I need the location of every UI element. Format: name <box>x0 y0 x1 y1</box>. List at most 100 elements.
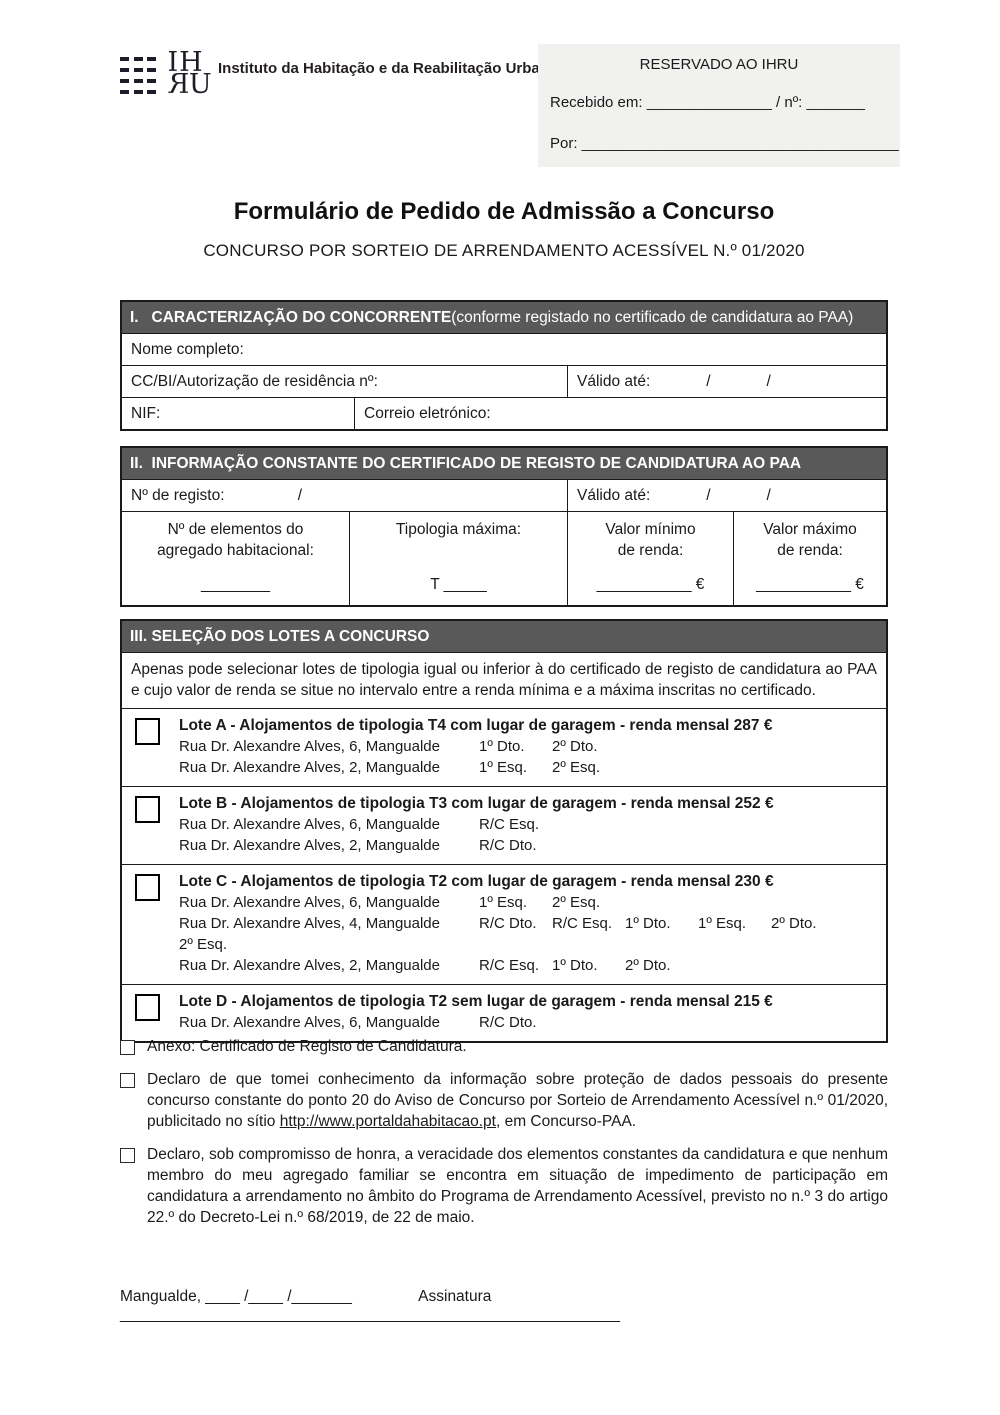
section3-intro: Apenas pode selecionar lotes de tipologi… <box>122 652 886 708</box>
agregado-col: Nº de elementos do agregado habitacional:… <box>122 512 349 605</box>
logo-dash-grid-icon <box>120 57 161 101</box>
logo-letters: IH RU <box>167 47 213 100</box>
page-title: Formulário de Pedido de Admissão a Concu… <box>233 198 775 225</box>
unit-label: 2º Dto. <box>625 957 671 974</box>
valor-maximo-blank: ___________ € <box>756 576 864 593</box>
street-address: Rua Dr. Alexandre Alves, 2, Mangualde <box>179 837 440 854</box>
agregado-blank: ________ <box>201 576 270 593</box>
email-label: Correio eletrónico: <box>364 404 491 422</box>
lote-b-title: Lote B - Alojamentos de tipologia T3 com… <box>179 795 774 812</box>
privacy-text: Declaro de que tomei conhecimento da inf… <box>147 1069 888 1132</box>
org-name: Instituto da Habitação e da Reabilitação… <box>218 60 558 77</box>
unit-label: R/C Dto. <box>479 1014 537 1031</box>
cc-bi-label: CC/BI/Autorização de residência nº: <box>131 372 378 390</box>
unit-label: 2º Esq. <box>552 894 601 911</box>
section1-table: I. CARACTERIZAÇÃO DO CONCORRENTE (confor… <box>120 300 888 431</box>
section1-header: I. CARACTERIZAÇÃO DO CONCORRENTE (confor… <box>122 302 886 333</box>
unit-label: 1º Dto. <box>552 957 598 974</box>
address-line: Rua Dr. Alexandre Alves, 2, Mangualde R/C… <box>179 955 878 976</box>
valor-maximo-label-line2: de renda: <box>777 542 843 559</box>
valido-ate-field-s2: Válido até: / / <box>567 480 886 511</box>
street-address: Rua Dr. Alexandre Alves, 2, Mangualde <box>179 957 440 974</box>
logo-letters-top: IH <box>167 47 204 78</box>
street-address: Rua Dr. Alexandre Alves, 6, Mangualde <box>179 738 440 755</box>
address-line: Rua Dr. Alexandre Alves, 6, Mangualde R/C… <box>179 1012 773 1033</box>
unit-label: 2º Dto. <box>552 738 598 755</box>
privacy-text-before: Declaro de que tomei conhecimento da inf… <box>147 1071 888 1130</box>
address-line: Rua Dr. Alexandre Alves, 6, Mangualde 1º … <box>179 892 878 913</box>
unit-label: R/C Dto. <box>479 915 537 932</box>
section3-heading: III. SELEÇÃO DOS LOTES A CONCURSO <box>130 627 430 645</box>
unit-label: R/C Esq. <box>479 957 540 974</box>
unit-label: 1º Esq. <box>479 759 528 776</box>
num-registo-label: Nº de registo: / <box>131 486 303 504</box>
lote-a-checkbox[interactable] <box>135 718 160 745</box>
unit-label: 2º Esq. <box>552 759 601 776</box>
section1-heading-note: (conforme registado no certificado de ca… <box>451 308 854 326</box>
section2-table: II. INFORMAÇÃO CONSTANTE DO CERTIFICADO … <box>120 446 888 607</box>
place-date-line: Mangualde, ____ /____ /_______ <box>120 1288 352 1305</box>
street-address: Rua Dr. Alexandre Alves, 4, Mangualde <box>179 915 440 932</box>
address-line: Rua Dr. Alexandre Alves, 2, Mangualde 1º … <box>179 757 772 778</box>
unit-label: R/C Esq. <box>479 816 540 833</box>
section2-header: II. INFORMAÇÃO CONSTANTE DO CERTIFICADO … <box>122 448 886 479</box>
nome-completo-label: Nome completo: <box>131 340 244 358</box>
valido-ate-field-s1: Válido até: / / <box>567 366 886 397</box>
cc-bi-field: CC/BI/Autorização de residência nº: <box>122 366 567 397</box>
reserved-box-title: RESERVADO AO IHRU <box>639 56 799 73</box>
page-header: IH RU Instituto da Habitação e da Reabil… <box>120 44 900 174</box>
lote-d-checkbox[interactable] <box>135 994 160 1021</box>
logo-letter-r-mirrored: R <box>167 69 189 100</box>
valor-minimo-col: Valor mínimo de renda: ___________ € <box>567 512 733 605</box>
ihru-logo: IH RU <box>120 47 213 101</box>
section2-heading: II. INFORMAÇÃO CONSTANTE DO CERTIFICADO … <box>130 454 802 472</box>
unit-label: 1º Esq. <box>698 915 747 932</box>
address-line: Rua Dr. Alexandre Alves, 6, Mangualde R/C… <box>179 814 774 835</box>
nif-label: NIF: <box>131 404 161 422</box>
num-registo-field: Nº de registo: / <box>122 480 567 511</box>
privacy-checkbox[interactable] <box>120 1073 135 1088</box>
agregado-label-line1: Nº de elementos do <box>167 521 304 538</box>
honor-declaration: Declaro, sob compromisso de honra, a ver… <box>120 1144 888 1228</box>
lote-c-row: Lote C - Alojamentos de tipologia T2 com… <box>122 864 886 984</box>
lote-c-title: Lote C - Alojamentos de tipologia T2 com… <box>179 873 774 890</box>
agregado-label-line2: agregado habitacional: <box>157 542 314 559</box>
tipologia-col: Tipologia máxima: T _____ <box>349 512 567 605</box>
portal-habitacao-link[interactable]: http://www.portaldahabitacao.pt <box>279 1113 496 1130</box>
valor-minimo-blank: ___________ € <box>596 576 705 593</box>
lote-b-checkbox[interactable] <box>135 796 160 823</box>
anexo-declaration: Anexo: Certificado de Registo de Candida… <box>120 1036 888 1057</box>
street-address: Rua Dr. Alexandre Alves, 6, Mangualde <box>179 1014 440 1031</box>
recebido-em-line: Recebido em: _______________ / nº: _____… <box>550 94 865 111</box>
por-line: Por: ___________________________________… <box>550 135 899 152</box>
reserved-box: RESERVADO AO IHRU Recebido em: _________… <box>538 44 900 167</box>
address-line: Rua Dr. Alexandre Alves, 4, Mangualde R/C… <box>179 913 878 955</box>
section3-table: III. SELEÇÃO DOS LOTES A CONCURSO Apenas… <box>120 619 888 1043</box>
nif-field: NIF: <box>122 398 354 429</box>
valido-ate-label-s2: Válido até: / / <box>577 486 771 504</box>
unit-label: 2º Dto. <box>771 915 817 932</box>
street-address: Rua Dr. Alexandre Alves, 2, Mangualde <box>179 759 440 776</box>
lote-a-title: Lote A - Alojamentos de tipologia T4 com… <box>179 717 773 734</box>
page-subtitle: CONCURSO POR SORTEIO DE ARRENDAMENTO ACE… <box>203 241 805 260</box>
logo-letter-u: U <box>188 69 213 100</box>
address-line: Rua Dr. Alexandre Alves, 6, Mangualde 1º … <box>179 736 772 757</box>
anexo-text: Anexo: Certificado de Registo de Candida… <box>147 1038 467 1055</box>
address-line: Rua Dr. Alexandre Alves, 2, Mangualde R/C… <box>179 835 774 856</box>
valido-ate-label-s1: Válido até: / / <box>577 372 771 390</box>
anexo-checkbox[interactable] <box>120 1040 135 1055</box>
unit-label: 1º Dto. <box>625 915 671 932</box>
lote-c-checkbox[interactable] <box>135 874 160 901</box>
unit-label: 2º Esq. <box>179 936 228 953</box>
honor-checkbox[interactable] <box>120 1148 135 1163</box>
unit-label: R/C Dto. <box>479 837 537 854</box>
assinatura-label: Assinatura <box>418 1288 492 1305</box>
email-field: Correio eletrónico: <box>354 398 886 429</box>
lote-d-row: Lote D - Alojamentos de tipologia T2 sem… <box>122 984 886 1041</box>
section3-header: III. SELEÇÃO DOS LOTES A CONCURSO <box>122 621 886 652</box>
assinatura-blank: ________________________________________… <box>120 1306 620 1323</box>
street-address: Rua Dr. Alexandre Alves, 6, Mangualde <box>179 816 440 833</box>
nome-completo-field: Nome completo: <box>122 334 886 365</box>
lote-d-title: Lote D - Alojamentos de tipologia T2 sem… <box>179 993 773 1010</box>
